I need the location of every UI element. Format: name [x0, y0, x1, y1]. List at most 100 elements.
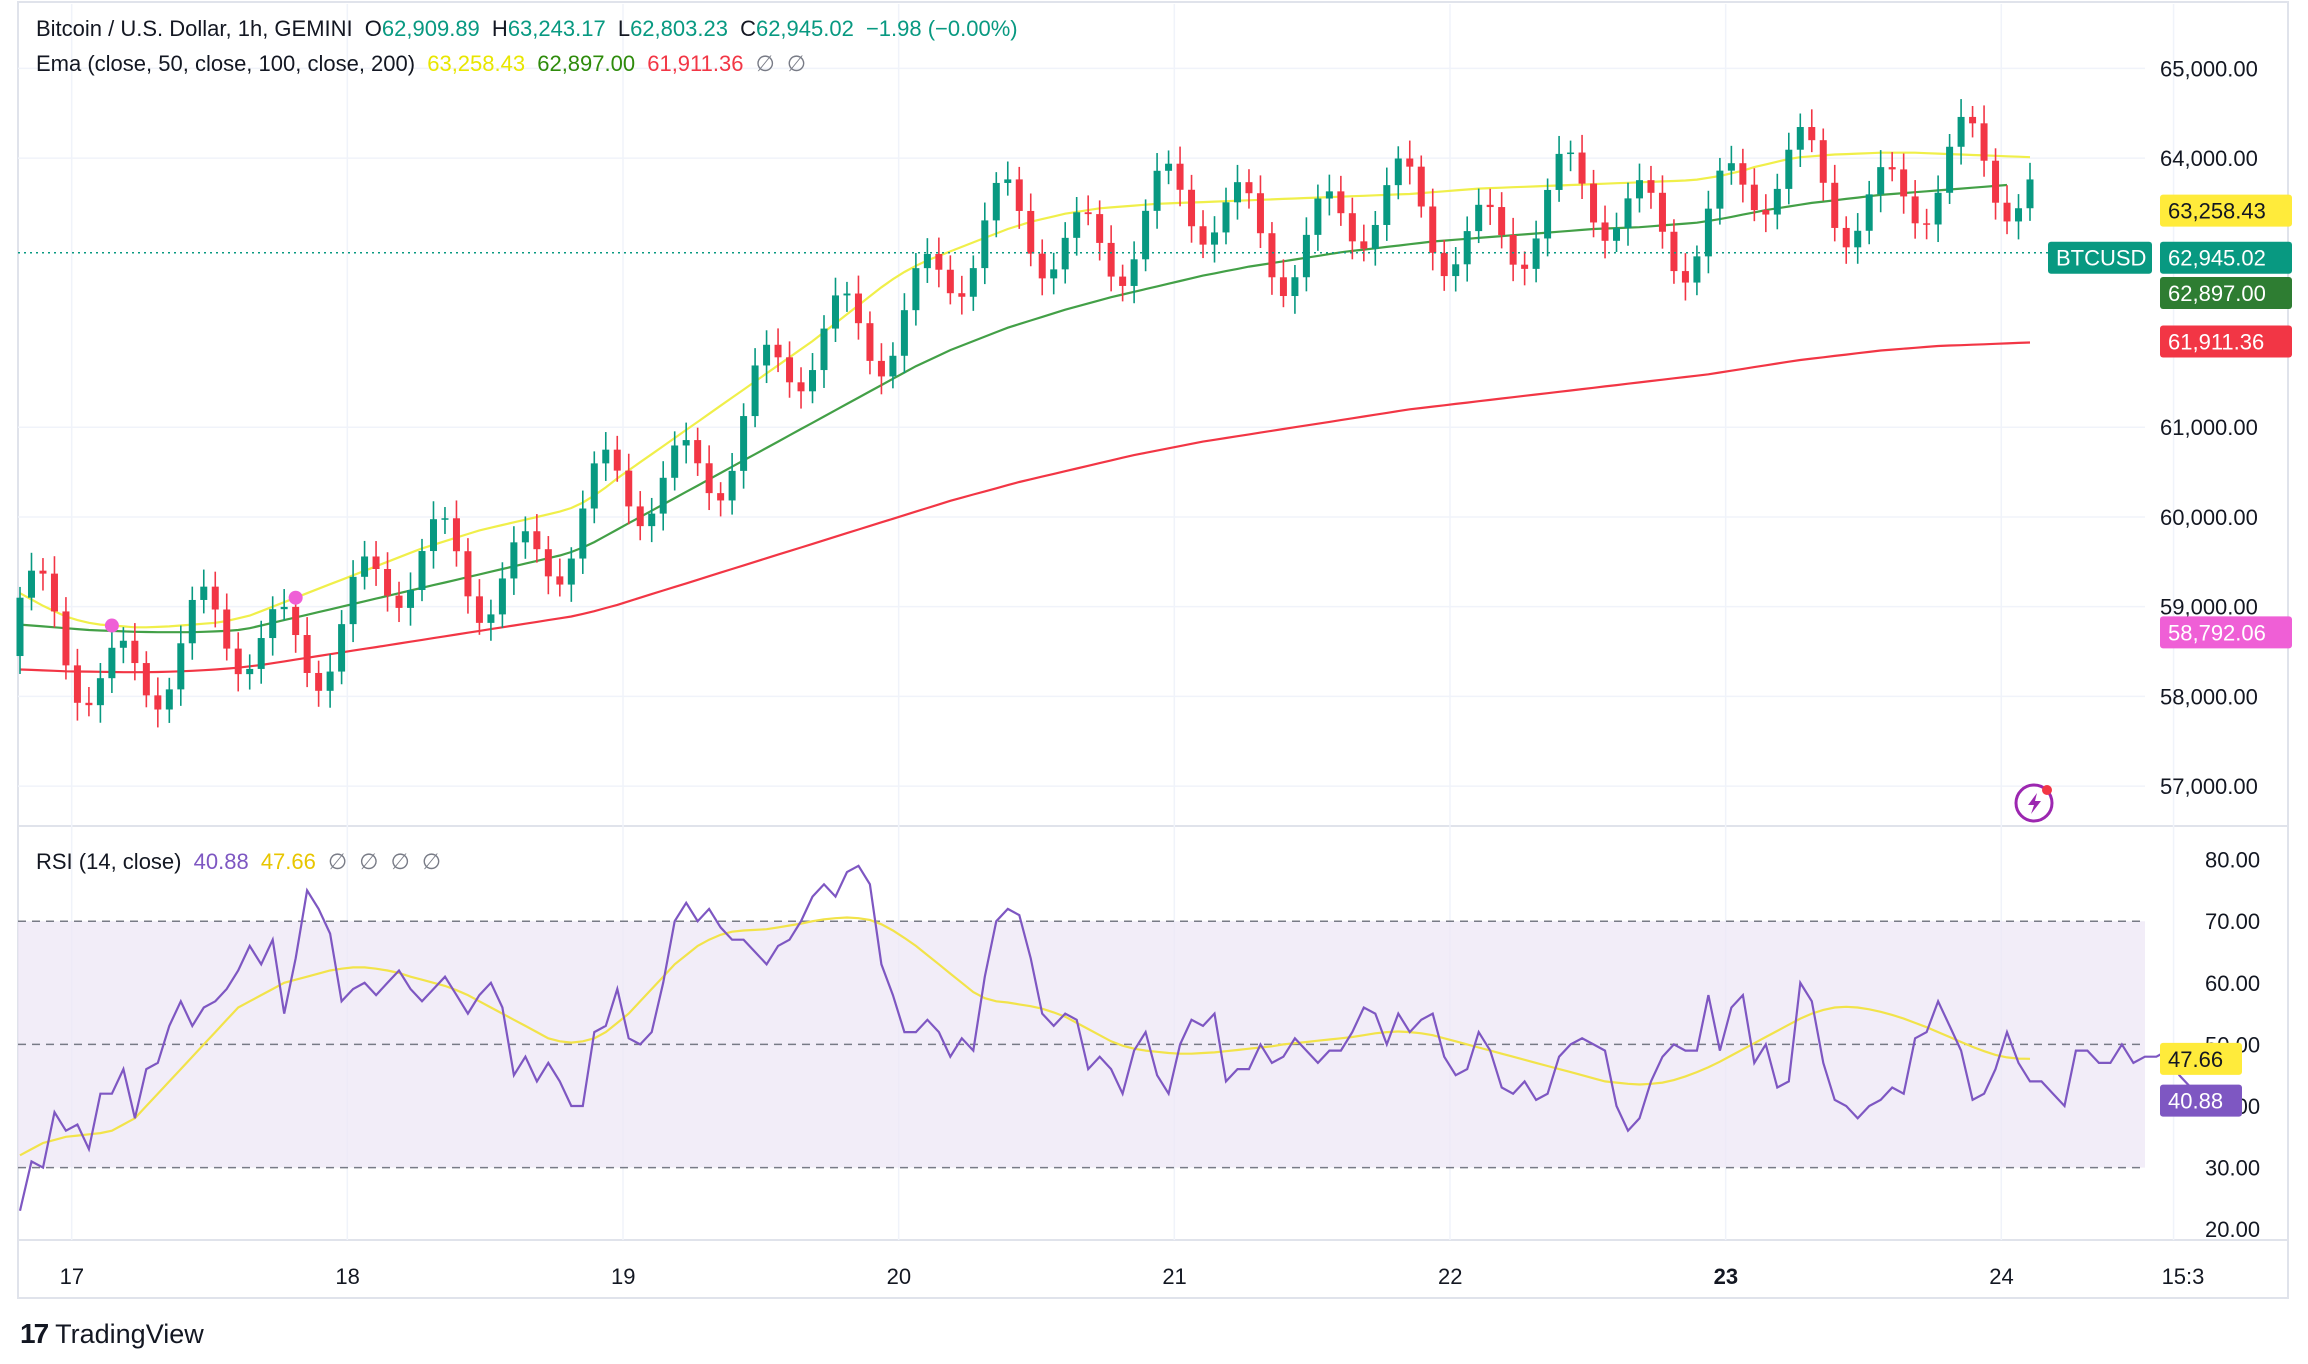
- price-tag-marker-bg: [2160, 616, 2292, 649]
- candle-body: [1348, 213, 1356, 242]
- candle-body: [50, 573, 58, 612]
- price-tick-label: 60,000.00: [2160, 505, 2258, 530]
- candle-body: [108, 647, 116, 679]
- candle-body: [452, 518, 460, 552]
- time-tick-label: 21: [1162, 1264, 1186, 1289]
- candle-body: [269, 609, 277, 639]
- candle-body: [1704, 208, 1712, 257]
- candle-body: [1211, 232, 1219, 245]
- ema200-value: 61,911.36: [647, 51, 744, 76]
- candle-body: [2015, 208, 2023, 222]
- candle-body: [96, 678, 104, 706]
- candle-body: [1842, 227, 1850, 248]
- candle-body: [200, 586, 208, 600]
- candle-body: [257, 638, 265, 669]
- candle-body: [1015, 179, 1023, 211]
- candle-body: [567, 558, 575, 585]
- candle-body: [1038, 253, 1046, 279]
- candle-body: [1463, 231, 1471, 265]
- candle-body: [280, 606, 288, 610]
- candle-body: [85, 702, 93, 706]
- candle-body: [820, 328, 828, 371]
- candle-body: [1693, 256, 1701, 283]
- candle-body: [786, 357, 794, 383]
- candle-body: [2003, 202, 2011, 222]
- candle-body: [372, 556, 380, 570]
- candle-body: [1716, 170, 1724, 209]
- candle-body: [1371, 224, 1379, 249]
- high-label: H: [491, 16, 508, 41]
- candle-body: [1107, 242, 1115, 277]
- price-tick-label: 61,000.00: [2160, 415, 2258, 440]
- candle-body: [1279, 277, 1287, 297]
- candle-body: [1176, 163, 1184, 190]
- candle-body: [1165, 163, 1173, 171]
- candle-body: [234, 648, 242, 675]
- candle-body: [1739, 163, 1747, 185]
- candle-body: [1498, 207, 1506, 236]
- candle-body: [763, 344, 771, 366]
- candle-body: [1256, 193, 1264, 234]
- candle-body: [1911, 196, 1919, 224]
- open-label: O: [364, 16, 382, 41]
- time-tick-label: 17: [60, 1264, 84, 1289]
- candle-body: [407, 590, 415, 608]
- rsi-tag-rsi_ma: 47.66: [2168, 1047, 2223, 1072]
- candle-body: [1188, 189, 1196, 227]
- candle-body: [889, 355, 897, 377]
- candle-body: [1808, 127, 1816, 141]
- ema-title[interactable]: Ema (close, 50, close, 100, close, 200): [36, 51, 416, 76]
- rsi-tick-label: 80.00: [2205, 848, 2260, 873]
- candle-body: [223, 609, 231, 649]
- candle-body: [475, 596, 483, 623]
- candle-body: [441, 518, 449, 520]
- ema-line-200: [19, 341, 2031, 674]
- symbol-title[interactable]: Bitcoin / U.S. Dollar, 1h, GEMINI: [36, 16, 353, 41]
- time-tick-label: 20: [887, 1264, 911, 1289]
- candle-body: [636, 506, 644, 527]
- candle-body: [1233, 182, 1241, 203]
- price-tick-label: 59,000.00: [2160, 595, 2258, 620]
- tradingview-brand[interactable]: 17 TradingView: [20, 1318, 204, 1350]
- candle-body: [981, 220, 989, 269]
- candle-body: [1762, 210, 1770, 215]
- candle-body: [1199, 226, 1207, 245]
- candle-body: [1440, 252, 1448, 277]
- tradingview-logo-icon: 17: [20, 1318, 49, 1349]
- candle-body: [923, 254, 931, 269]
- candle-body: [177, 643, 185, 690]
- rsi-null-2: ∅: [359, 849, 379, 874]
- candle-body: [361, 556, 369, 577]
- cross-marker: [288, 590, 303, 605]
- candle-body: [315, 672, 323, 691]
- rsi-title[interactable]: RSI (14, close): [36, 849, 182, 874]
- price-tag-ema50-bg: [2160, 194, 2292, 227]
- candle-body: [1647, 180, 1655, 193]
- time-tick-label: 22: [1438, 1264, 1462, 1289]
- candle-body: [119, 640, 127, 648]
- candle-body: [854, 293, 862, 324]
- cross-marker: [104, 618, 119, 633]
- candle-body: [602, 449, 610, 464]
- candle-body: [946, 269, 954, 294]
- candle-body: [39, 570, 47, 574]
- candle-body: [1004, 179, 1012, 183]
- candle-body: [1532, 238, 1540, 269]
- candle-body: [751, 365, 759, 417]
- candle-body: [1314, 198, 1322, 235]
- candle-body: [728, 470, 736, 501]
- candle-body: [211, 586, 219, 610]
- candle-body: [1980, 123, 1988, 161]
- candle-body: [1555, 153, 1563, 190]
- ema100-value: 62,897.00: [537, 51, 636, 76]
- candle-body: [131, 640, 139, 664]
- candle-body: [62, 611, 70, 666]
- candle-body: [1773, 188, 1781, 215]
- candle-body: [740, 416, 748, 471]
- candle-body: [912, 268, 920, 311]
- candle-body: [1142, 210, 1150, 260]
- candle-body: [1268, 233, 1276, 278]
- open-value: 62,909.89: [381, 16, 480, 41]
- price-tag-ema200: 61,911.36: [2168, 329, 2264, 354]
- candle-body: [73, 665, 81, 703]
